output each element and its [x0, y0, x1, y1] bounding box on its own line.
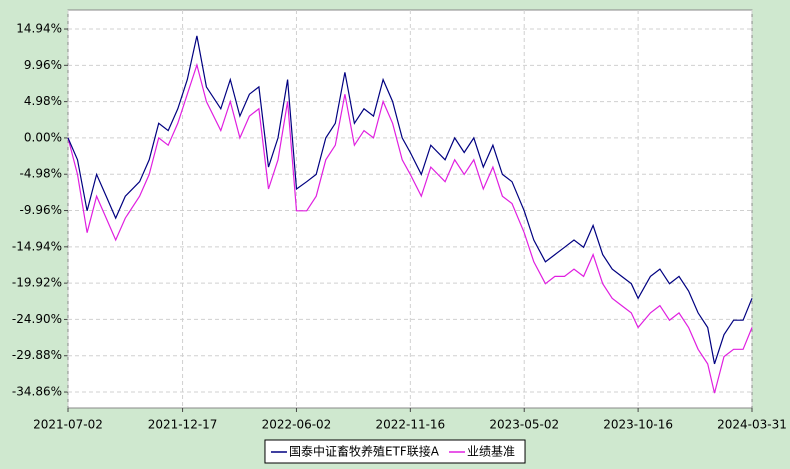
y-tick-label: 14.94% — [16, 22, 62, 36]
x-tick-label: 2023-05-02 — [489, 418, 559, 432]
y-tick-label: 9.96% — [24, 58, 62, 72]
y-tick-label: 0.00% — [24, 130, 62, 144]
legend-label: 国泰中证畜牧养殖ETF联接A — [289, 444, 440, 459]
x-tick-label: 2024-03-31 — [717, 418, 787, 432]
y-tick-label: -9.96% — [20, 203, 62, 217]
line — [67, 62, 753, 394]
y-tick-label: -14.94% — [12, 239, 62, 253]
y-tick-label: -34.86% — [12, 385, 62, 399]
x-tick-label: 2021-12-17 — [148, 418, 218, 432]
x-tick-label: 2023-10-16 — [603, 418, 673, 432]
legend-box — [264, 439, 526, 464]
y-tick-label: -4.98% — [20, 167, 62, 181]
legend: 国泰中证畜牧养殖ETF联接A 业绩基准 — [264, 439, 526, 464]
x-tick-label: 2021-07-02 — [33, 418, 103, 432]
x-tick-label: 2022-11-16 — [375, 418, 445, 432]
y-tick-label: -24.90% — [12, 312, 62, 326]
y-tick-label: -29.88% — [12, 348, 62, 362]
legend-label: 业绩基准 — [467, 445, 515, 459]
y-tick-label: -19.92% — [12, 276, 62, 290]
line — [67, 35, 753, 365]
y-tick-label: 4.98% — [24, 94, 62, 108]
x-tick-label: 2022-06-02 — [262, 418, 332, 432]
